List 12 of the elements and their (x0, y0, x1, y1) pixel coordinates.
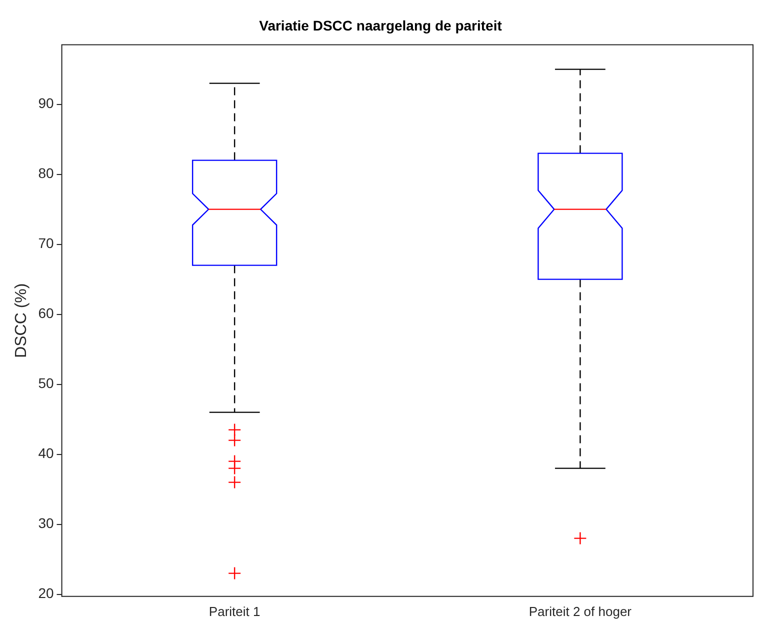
y-tick-label: 50 (38, 375, 54, 392)
x-tick-label: Pariteit 1 (208, 604, 260, 619)
y-tick-label: 90 (38, 95, 54, 112)
chart-title: Variatie DSCC naargelang de pariteit (259, 17, 502, 34)
y-tick-label: 70 (38, 235, 54, 252)
y-axis-title: DSCC (%) (13, 283, 30, 358)
y-tick-label: 30 (38, 515, 54, 532)
y-tick-label: 40 (38, 445, 54, 462)
x-tick-label: Pariteit 2 of hoger (528, 604, 632, 619)
y-tick-label: 80 (38, 165, 54, 182)
y-tick-label: 20 (38, 585, 54, 602)
y-tick-label: 60 (38, 305, 54, 322)
